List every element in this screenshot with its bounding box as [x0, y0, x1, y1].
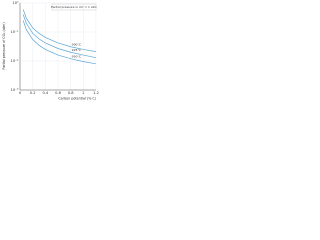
series-line [22, 20, 97, 65]
series-label: 900°C [72, 43, 81, 47]
x-tick-label: 1 [82, 91, 84, 95]
y-axis-label: Partial pressure of CO₂ (atm) [2, 22, 6, 69]
y-tick-label: 10⁻² [11, 59, 19, 63]
x-tick-label: 0.8 [68, 91, 74, 95]
x-axis-label: Carbon potential (% C) [58, 97, 96, 101]
x-tick-label: 0 [19, 91, 22, 95]
y-tick-label: 10⁻³ [11, 88, 19, 92]
y-tick-label: 10⁰ [12, 1, 19, 5]
note: Partial pressure in CO = 1 atm [51, 5, 97, 9]
chart: Partial pressure in CO = 1 atm Carbon po… [0, 0, 100, 103]
series-line [22, 9, 97, 53]
x-tick-label: 0.6 [55, 91, 61, 95]
x-tick-label: 0.4 [42, 91, 48, 95]
y-tick-label: 10⁻¹ [11, 30, 19, 34]
x-tick-label: 0.2 [30, 91, 36, 95]
series-line [22, 14, 97, 59]
series-label: 950°C [72, 55, 81, 59]
x-tick-label: 1.2 [93, 91, 99, 95]
series-label: 925°C [72, 48, 81, 52]
